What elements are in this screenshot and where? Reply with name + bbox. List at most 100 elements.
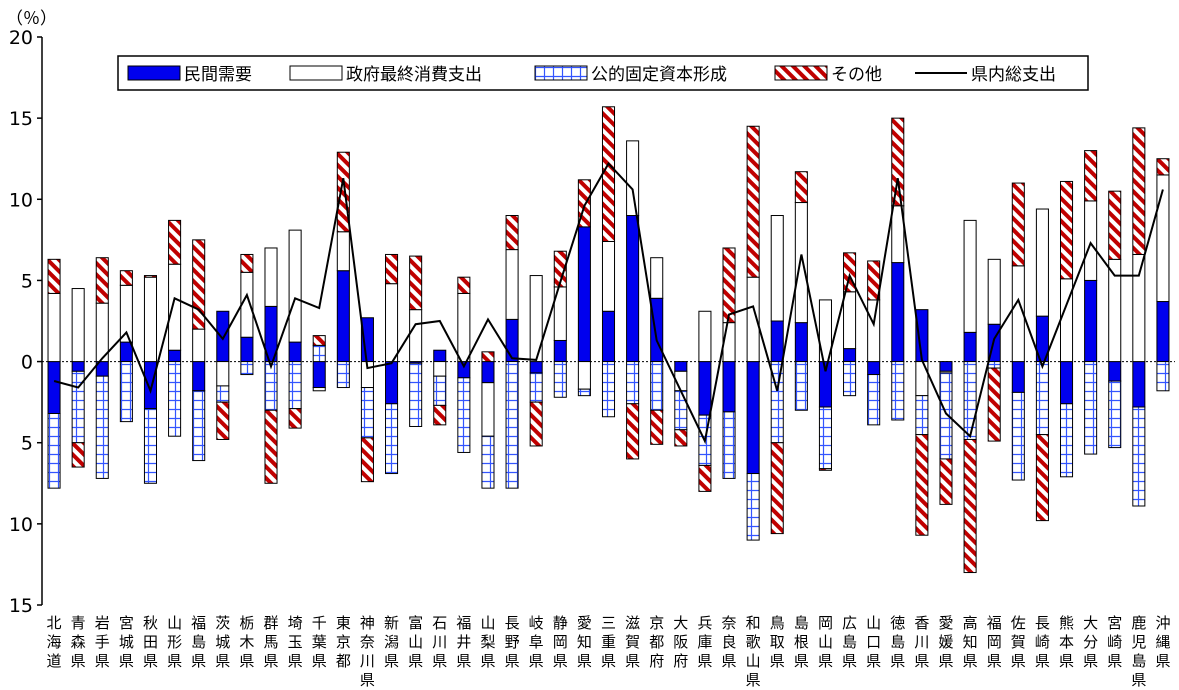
bar-segment-other (529, 401, 543, 447)
bar-segment-other (119, 270, 133, 286)
bar-segment-government-consumption (505, 249, 519, 320)
bar-segment-other (891, 117, 905, 207)
bar-segment-other (1011, 182, 1025, 267)
bar-segment-government-consumption (192, 328, 206, 363)
category-label: 鹿児島県 (1131, 614, 1146, 689)
bar-segment-government-consumption (47, 292, 61, 363)
bar-segment-public-fixed-capital (722, 411, 736, 479)
bar-segment-government-consumption (987, 258, 1001, 325)
category-label: 新潟県 (384, 614, 399, 670)
bar-segment-public-fixed-capital (240, 361, 254, 376)
category-label: 徳島県 (890, 614, 905, 670)
category-label: 島根県 (794, 614, 809, 670)
bar-segment-private-demand (192, 361, 206, 392)
bar-segment-government-consumption (794, 202, 808, 324)
category-label: 滋賀県 (625, 614, 640, 670)
bar-segment-public-fixed-capital (312, 344, 326, 363)
bar-segment-government-consumption (601, 240, 616, 312)
category-label: 長崎県 (1035, 614, 1050, 670)
bar-segment-government-consumption (722, 322, 736, 363)
bar-segment-public-fixed-capital (409, 362, 423, 427)
category-label: 山形県 (167, 614, 182, 670)
category-label: 高知県 (963, 614, 978, 670)
bar-segment-other (939, 458, 953, 505)
category-label: 青森県 (71, 614, 86, 670)
bar-segment-private-demand (1011, 361, 1025, 393)
bar-segment-public-fixed-capital (577, 388, 591, 397)
bar-segment-other (264, 409, 278, 484)
bar-segment-other (1059, 180, 1074, 280)
bar-segment-government-consumption (71, 288, 85, 363)
bar-segment-other (915, 434, 929, 536)
bar-segment-private-demand (553, 339, 567, 363)
bar-segment-other (336, 151, 350, 233)
bar-segment-private-demand (143, 361, 158, 410)
category-label: 鳥取県 (770, 614, 785, 670)
bar-segment-other (770, 442, 784, 535)
legend-swatch-private-demand (127, 65, 181, 81)
bar-segment-private-demand (650, 297, 664, 363)
bar-segment-government-consumption (1132, 253, 1146, 363)
bar-segment-other (95, 257, 109, 304)
bar-segment-private-demand (867, 361, 881, 376)
category-label: 奈良県 (722, 614, 737, 670)
category-label: 山口県 (866, 614, 881, 670)
bar-segment-government-consumption (963, 219, 977, 333)
category-label: 三重県 (601, 614, 616, 670)
total-expenditure-line-group (53, 161, 1164, 445)
bar-segment-other (1108, 190, 1122, 260)
bar-segment-public-fixed-capital (457, 377, 471, 453)
legend-swatch-government-consumption (289, 65, 343, 81)
bar-segment-public-fixed-capital (336, 361, 350, 389)
category-label: 大阪府 (673, 614, 688, 670)
bar-segment-public-fixed-capital (529, 372, 543, 403)
bar-segment-government-consumption (433, 361, 447, 377)
bar-segment-public-fixed-capital (505, 361, 519, 489)
bar-segment-other (794, 171, 808, 204)
bar-segment-private-demand (1059, 361, 1074, 405)
bar-segment-other (1084, 150, 1098, 202)
bar-segment-private-demand (746, 361, 760, 475)
bar-segment-public-fixed-capital (1035, 361, 1049, 436)
y-tick-label: 5 (21, 433, 33, 455)
axes: 20 15 10 5 0 5 10 15 (9, 27, 1175, 617)
bar-segment-public-fixed-capital (47, 413, 61, 489)
bar-segment-private-demand (240, 336, 254, 363)
legend-swatch-public-fixed-capital (534, 65, 588, 81)
y-tick-label: 10 (9, 189, 33, 211)
bar-segment-private-demand (626, 215, 640, 363)
bar-segment-other (1156, 158, 1170, 176)
bar-segment-government-consumption (577, 361, 591, 390)
bar-segment-private-demand (891, 262, 905, 363)
bar-segment-government-consumption (650, 257, 664, 299)
bar-segment-public-fixed-capital (1011, 391, 1025, 481)
legend-label-public-fixed-capital: 公的固定資本形成 (591, 65, 727, 85)
category-label: 栃木県 (239, 614, 254, 670)
bar-segment-government-consumption (481, 382, 495, 437)
bar-segment-public-fixed-capital (626, 361, 640, 405)
bar-segment-public-fixed-capital (288, 361, 302, 410)
bar-segment-public-fixed-capital (601, 361, 616, 418)
bar-segment-government-consumption (1156, 174, 1170, 303)
bar-segment-private-demand (529, 361, 543, 374)
bar-segment-public-fixed-capital (143, 408, 158, 484)
category-label: 福島県 (191, 614, 206, 670)
bar-segment-private-demand (1084, 279, 1098, 363)
category-label: 佐賀県 (1011, 614, 1026, 670)
bar-segment-public-fixed-capital (192, 390, 206, 462)
category-label: 長野県 (505, 614, 520, 670)
bar-segment-other (650, 409, 664, 445)
bar-segment-private-demand (288, 341, 302, 363)
bar-segment-public-fixed-capital (1059, 403, 1074, 478)
bar-segment-private-demand (433, 349, 447, 363)
legend-label-government-consumption: 政府最終消費支出 (346, 65, 482, 85)
category-label: 茨城県 (215, 614, 230, 670)
bar-segment-private-demand (168, 349, 182, 363)
category-label: 静岡県 (553, 614, 568, 670)
bar-segment-other (168, 219, 182, 265)
legend-label-private-demand: 民間需要 (184, 65, 252, 85)
bar-segment-other (818, 468, 832, 471)
bar-segment-public-fixed-capital (553, 361, 567, 398)
category-label: 岐阜県 (529, 614, 544, 670)
